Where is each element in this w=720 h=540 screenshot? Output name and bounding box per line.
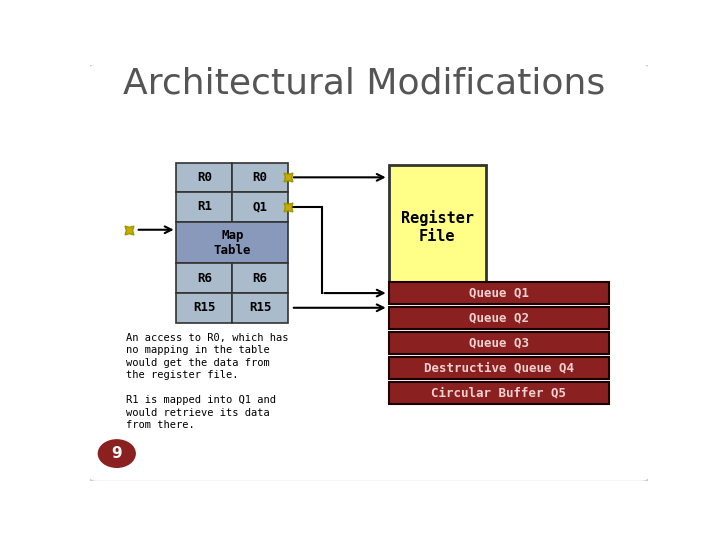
Text: Queue Q1: Queue Q1 xyxy=(469,287,528,300)
Bar xyxy=(176,163,233,192)
Text: Queue Q3: Queue Q3 xyxy=(469,336,528,349)
Text: R15: R15 xyxy=(249,301,271,314)
Text: Circular Buffer Q5: Circular Buffer Q5 xyxy=(431,386,566,400)
Bar xyxy=(233,192,288,222)
Text: Map
Table: Map Table xyxy=(214,228,251,256)
Text: would retrieve its data: would retrieve its data xyxy=(126,408,270,418)
FancyBboxPatch shape xyxy=(89,64,649,482)
Text: Architectural Modifications: Architectural Modifications xyxy=(124,66,606,100)
Text: 9: 9 xyxy=(112,446,122,461)
Text: from there.: from there. xyxy=(126,420,195,430)
Bar xyxy=(389,357,609,379)
Bar xyxy=(176,264,233,293)
Text: would get the data from: would get the data from xyxy=(126,358,270,368)
Bar xyxy=(389,165,486,289)
Text: R0: R0 xyxy=(253,171,268,184)
Text: Destructive Queue Q4: Destructive Queue Q4 xyxy=(424,361,574,374)
Bar xyxy=(233,293,288,322)
Text: R1: R1 xyxy=(197,200,212,213)
Text: R1 is mapped into Q1 and: R1 is mapped into Q1 and xyxy=(126,395,276,406)
Bar xyxy=(176,222,288,264)
Bar xyxy=(389,382,609,404)
Bar xyxy=(389,307,609,329)
Text: Queue Q2: Queue Q2 xyxy=(469,312,528,325)
Bar xyxy=(176,192,233,222)
Circle shape xyxy=(99,440,135,467)
Text: R6: R6 xyxy=(253,272,268,285)
Text: Register
File: Register File xyxy=(401,210,474,244)
Text: R6: R6 xyxy=(197,272,212,285)
Text: R15: R15 xyxy=(193,301,216,314)
Bar xyxy=(233,163,288,192)
Bar xyxy=(176,293,233,322)
Text: R0: R0 xyxy=(197,171,212,184)
Bar xyxy=(389,332,609,354)
Text: An access to R0, which has: An access to R0, which has xyxy=(126,333,289,343)
Text: Q1: Q1 xyxy=(253,200,268,213)
Text: the register file.: the register file. xyxy=(126,370,239,380)
Text: no mapping in the table: no mapping in the table xyxy=(126,346,270,355)
Bar xyxy=(233,264,288,293)
Bar xyxy=(389,282,609,304)
